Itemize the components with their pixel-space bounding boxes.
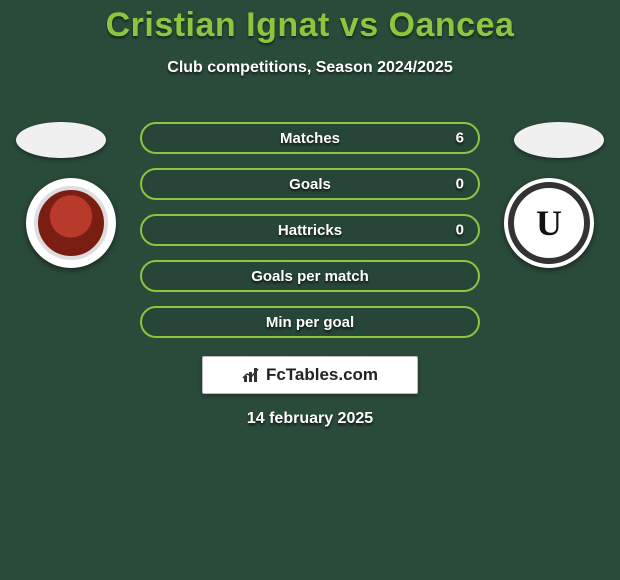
stat-label: Goals [289,176,331,193]
player-photo-right [514,122,604,158]
stat-row-goals: Goals 0 [140,168,480,200]
player-photo-left [16,122,106,158]
stat-value-right: 0 [456,176,464,193]
club-badge-left [26,178,116,268]
stats-list: Matches 6 Goals 0 Hattricks 0 Goals per … [140,122,480,338]
page-title: Cristian Ignat vs Oancea [0,0,620,45]
stat-row-hattricks: Hattricks 0 [140,214,480,246]
stat-label: Hattricks [278,222,342,239]
chart-icon [242,366,262,384]
stat-value-right: 6 [456,130,464,147]
stat-row-goals-per-match: Goals per match [140,260,480,292]
subtitle: Club competitions, Season 2024/2025 [0,59,620,77]
stat-label: Matches [280,130,340,147]
brand-box: FcTables.com [202,356,418,394]
stat-label: Min per goal [266,314,354,331]
stat-row-min-per-goal: Min per goal [140,306,480,338]
brand-text: FcTables.com [266,365,378,385]
club-badge-right-letter: U [504,178,594,268]
stat-label: Goals per match [251,268,369,285]
date-text: 14 february 2025 [0,410,620,428]
club-badge-right: U [504,178,594,268]
stat-row-matches: Matches 6 [140,122,480,154]
stat-value-right: 0 [456,222,464,239]
